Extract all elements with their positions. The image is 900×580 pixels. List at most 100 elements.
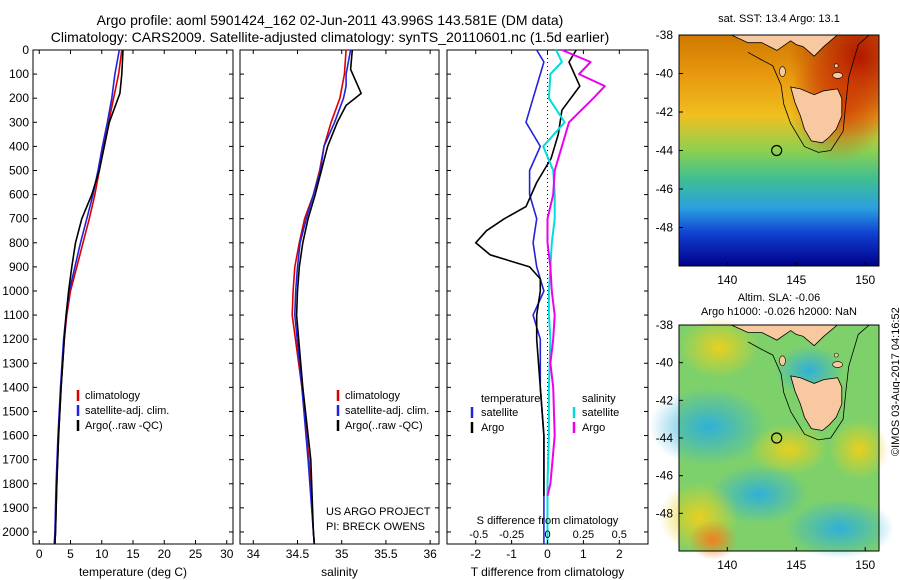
temp-ytick-label: 0 xyxy=(22,43,29,57)
diff-xtick-label: -2 xyxy=(470,547,481,561)
sla-map-float-marker xyxy=(771,432,783,444)
sst-map-xtick-label: 150 xyxy=(855,273,875,287)
diff-legend-label: Argo xyxy=(481,422,504,434)
temp-ytick-label: 100 xyxy=(9,67,29,81)
temp-ytick-label: 2000 xyxy=(2,525,29,539)
sla-map-xtick-label: 140 xyxy=(717,558,737,572)
sst-map-ytick-label: -40 xyxy=(656,67,674,81)
temp-ytick-label: 800 xyxy=(9,236,29,250)
sal-legend-label: Argo(..raw -QC) xyxy=(345,420,423,432)
temp-ytick-label: 1600 xyxy=(2,429,29,443)
diff-top-tick-label: 0.25 xyxy=(573,529,594,541)
diff-xtick-label: 1 xyxy=(580,547,587,561)
temp-ytick-label: 1100 xyxy=(3,308,29,322)
temp-ytick-label: 900 xyxy=(9,260,29,274)
sla-map-anomaly-blob xyxy=(749,424,829,475)
sla-map-island xyxy=(833,352,839,358)
sst-map-island xyxy=(832,72,843,79)
temp-ytick-label: 200 xyxy=(9,91,29,105)
sla-map-mainland xyxy=(731,325,879,347)
sla-map-ytick-label: -42 xyxy=(656,393,674,407)
figure-title-line1: Argo profile: aoml 5901424_162 02-Jun-20… xyxy=(96,12,564,28)
temp-ytick-label: 300 xyxy=(9,115,29,129)
sla-map-xtick-label: 150 xyxy=(855,558,875,572)
sla-map-ytick-label: -38 xyxy=(656,318,674,332)
sst-map-ytick-label: -44 xyxy=(656,144,674,158)
diff-xtick-label: -1 xyxy=(506,547,517,561)
diff-top-tick-label: 0.5 xyxy=(612,529,627,541)
sal-legend-label: climatology xyxy=(345,390,401,402)
sla-map-ytick-label: -48 xyxy=(656,506,674,520)
sla-map-anomaly-blob xyxy=(688,519,738,560)
sla-map-anomaly-blob xyxy=(679,317,759,378)
sal-xtick-label: 35.5 xyxy=(374,547,398,561)
temp-legend-label: satellite-adj. clim. xyxy=(85,405,169,417)
diff-top-tick-label: -0.5 xyxy=(469,529,488,541)
temp-xtick-label: 30 xyxy=(220,547,234,561)
temp-ytick-label: 1400 xyxy=(2,380,29,394)
diff-legend-label: satellite xyxy=(582,407,619,419)
sla-map-island xyxy=(779,355,786,367)
temp-ytick-label: 1700 xyxy=(2,453,29,467)
temp-series-argo xyxy=(54,49,124,545)
sal-series-satellite xyxy=(293,49,352,545)
temp-ytick-label: 1000 xyxy=(2,284,29,298)
sla-map-anomaly-blob xyxy=(829,419,889,480)
diff-legend-temperature: temperature xyxy=(481,393,540,405)
sst-map-title: sat. SST: 13.4 Argo: 13.1 xyxy=(718,13,840,25)
temp-ytick-label: 1500 xyxy=(2,404,29,418)
diff-legend-salinity: salinity xyxy=(582,393,616,405)
sal-legend-label: satellite-adj. clim. xyxy=(345,405,429,417)
diff-xlabel: T difference from climatology xyxy=(471,565,625,579)
temp-xtick-label: 15 xyxy=(126,547,140,561)
sal-xtick-label: 36 xyxy=(423,547,437,561)
sla-map-ytick-label: -46 xyxy=(656,469,674,483)
temp-ytick-label: 400 xyxy=(9,139,29,153)
sla-map-tasmania xyxy=(790,375,843,431)
diff-xtick-label: 0 xyxy=(544,547,551,561)
sst-map-mainland xyxy=(731,35,879,57)
temp-legend-label: Argo(..raw -QC) xyxy=(85,420,163,432)
temp-xtick-label: 25 xyxy=(189,547,203,561)
sst-map-island xyxy=(779,66,786,77)
sla-map-island xyxy=(832,361,843,368)
sal-series-argo xyxy=(295,49,363,545)
sla-map-ytick-label: -40 xyxy=(656,356,674,370)
sst-map-island xyxy=(833,63,839,69)
diff-xtick-label: 2 xyxy=(616,547,623,561)
temp-ytick-label: 600 xyxy=(9,188,29,202)
sla-map-isobath xyxy=(747,325,870,441)
sst-map-land-group xyxy=(731,35,879,153)
temp-ytick-label: 1200 xyxy=(2,332,29,346)
sst-map-float-marker xyxy=(771,144,783,157)
project-label: US ARGO PROJECT xyxy=(326,506,431,518)
sal-xlabel: salinity xyxy=(321,565,358,579)
temp-ytick-label: 1900 xyxy=(2,501,29,515)
temp-ytick-label: 700 xyxy=(9,212,29,226)
figure-title-line2: Climatology: CARS2009. Satellite-adjuste… xyxy=(50,29,610,45)
diff-top-tick-label: -0.25 xyxy=(499,529,524,541)
sst-map-ytick-label: -38 xyxy=(656,28,674,42)
sal-panel-frame xyxy=(239,49,440,545)
temp-ytick-label: 1800 xyxy=(2,477,29,491)
sla-map-anomaly-blob xyxy=(784,498,894,559)
sst-map-ytick-label: -42 xyxy=(656,105,674,119)
temp-xtick-label: 0 xyxy=(36,547,43,561)
sst-map-isobath xyxy=(747,35,870,153)
temp-xtick-label: 20 xyxy=(158,547,172,561)
sst-map-xtick-label: 140 xyxy=(717,273,737,287)
sla-map-land-group xyxy=(731,325,879,441)
sst-map-ytick-label: -46 xyxy=(656,182,674,196)
diff-series-sal-argo xyxy=(546,49,606,497)
temp-xlabel: temperature (deg C) xyxy=(79,565,187,579)
temp-ytick-label: 1300 xyxy=(2,356,29,370)
sst-map-ytick-label: -48 xyxy=(656,221,674,235)
diff-legend-label: satellite xyxy=(481,407,518,419)
sal-xtick-label: 35 xyxy=(335,547,349,561)
sst-map-xtick-label: 145 xyxy=(786,273,806,287)
diff-xlabel-top: S difference from climatology xyxy=(477,515,619,527)
diff-series-sal-satellite xyxy=(542,49,566,544)
sla-map-ytick-label: -44 xyxy=(656,431,674,445)
pi-label: PI: BRECK OWENS xyxy=(326,521,425,533)
sal-xtick-label: 34 xyxy=(247,547,261,561)
